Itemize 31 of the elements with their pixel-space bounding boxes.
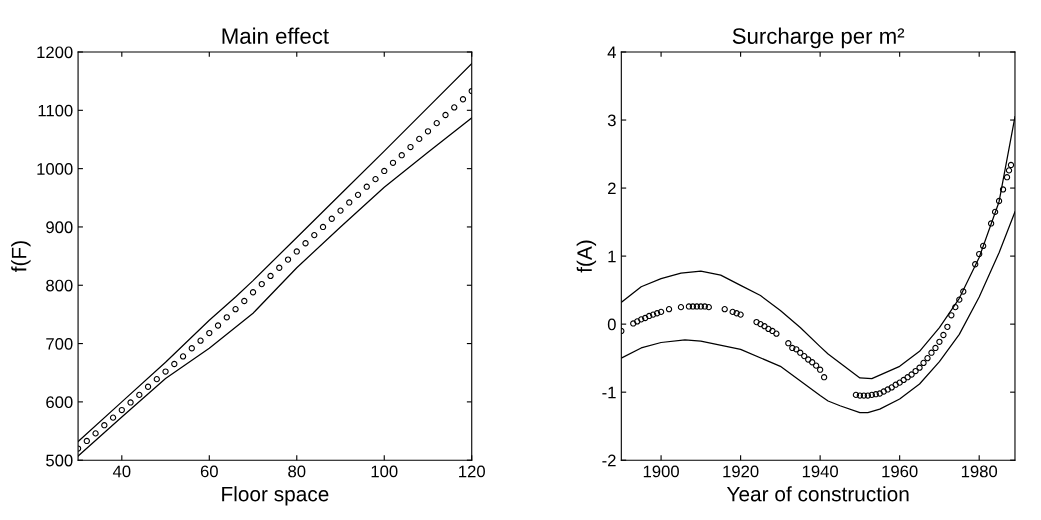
x-tick-label: 60 bbox=[200, 465, 218, 478]
y-tick-label: 900 bbox=[46, 221, 73, 234]
x-tick-label: 100 bbox=[371, 465, 398, 478]
chart-title: Main effect bbox=[222, 27, 329, 44]
x-tick-label: 40 bbox=[112, 465, 131, 478]
y-tick-label: 1000 bbox=[37, 163, 73, 175]
y-tick-label: 1 bbox=[608, 250, 616, 263]
y-tick-label: -2 bbox=[602, 454, 616, 467]
x-axis-title: Year of construction bbox=[726, 486, 909, 502]
x-tick-label: 80 bbox=[288, 465, 306, 478]
x-tick-label: 1980 bbox=[961, 465, 998, 478]
x-tick-label: 1940 bbox=[802, 465, 839, 478]
x-tick-label: 1900 bbox=[643, 465, 679, 478]
y-tick-label: 600 bbox=[46, 396, 73, 409]
y-tick-label: 3 bbox=[607, 114, 616, 127]
y-tick-label: 4 bbox=[607, 46, 616, 59]
x-tick-label: 1960 bbox=[882, 465, 918, 478]
chart-title: Surcharge per m² bbox=[732, 27, 905, 49]
y-tick-label: 1200 bbox=[37, 46, 73, 59]
y-tick-label: 1100 bbox=[38, 104, 73, 117]
x-axis-title: Floor space bbox=[222, 486, 329, 506]
y-tick-label: 0 bbox=[607, 318, 616, 331]
y-tick-label: 700 bbox=[46, 337, 73, 350]
y-tick-label: -1 bbox=[602, 386, 616, 399]
y-axis-title: f(A) bbox=[576, 240, 597, 273]
x-tick-label: 1920 bbox=[723, 465, 759, 478]
y-tick-label: 2 bbox=[608, 182, 616, 195]
x-tick-label: 120 bbox=[459, 465, 485, 478]
y-tick-label: 800 bbox=[46, 279, 73, 292]
y-axis-title: f(F) bbox=[11, 241, 31, 272]
y-tick-label: 500 bbox=[46, 454, 73, 467]
